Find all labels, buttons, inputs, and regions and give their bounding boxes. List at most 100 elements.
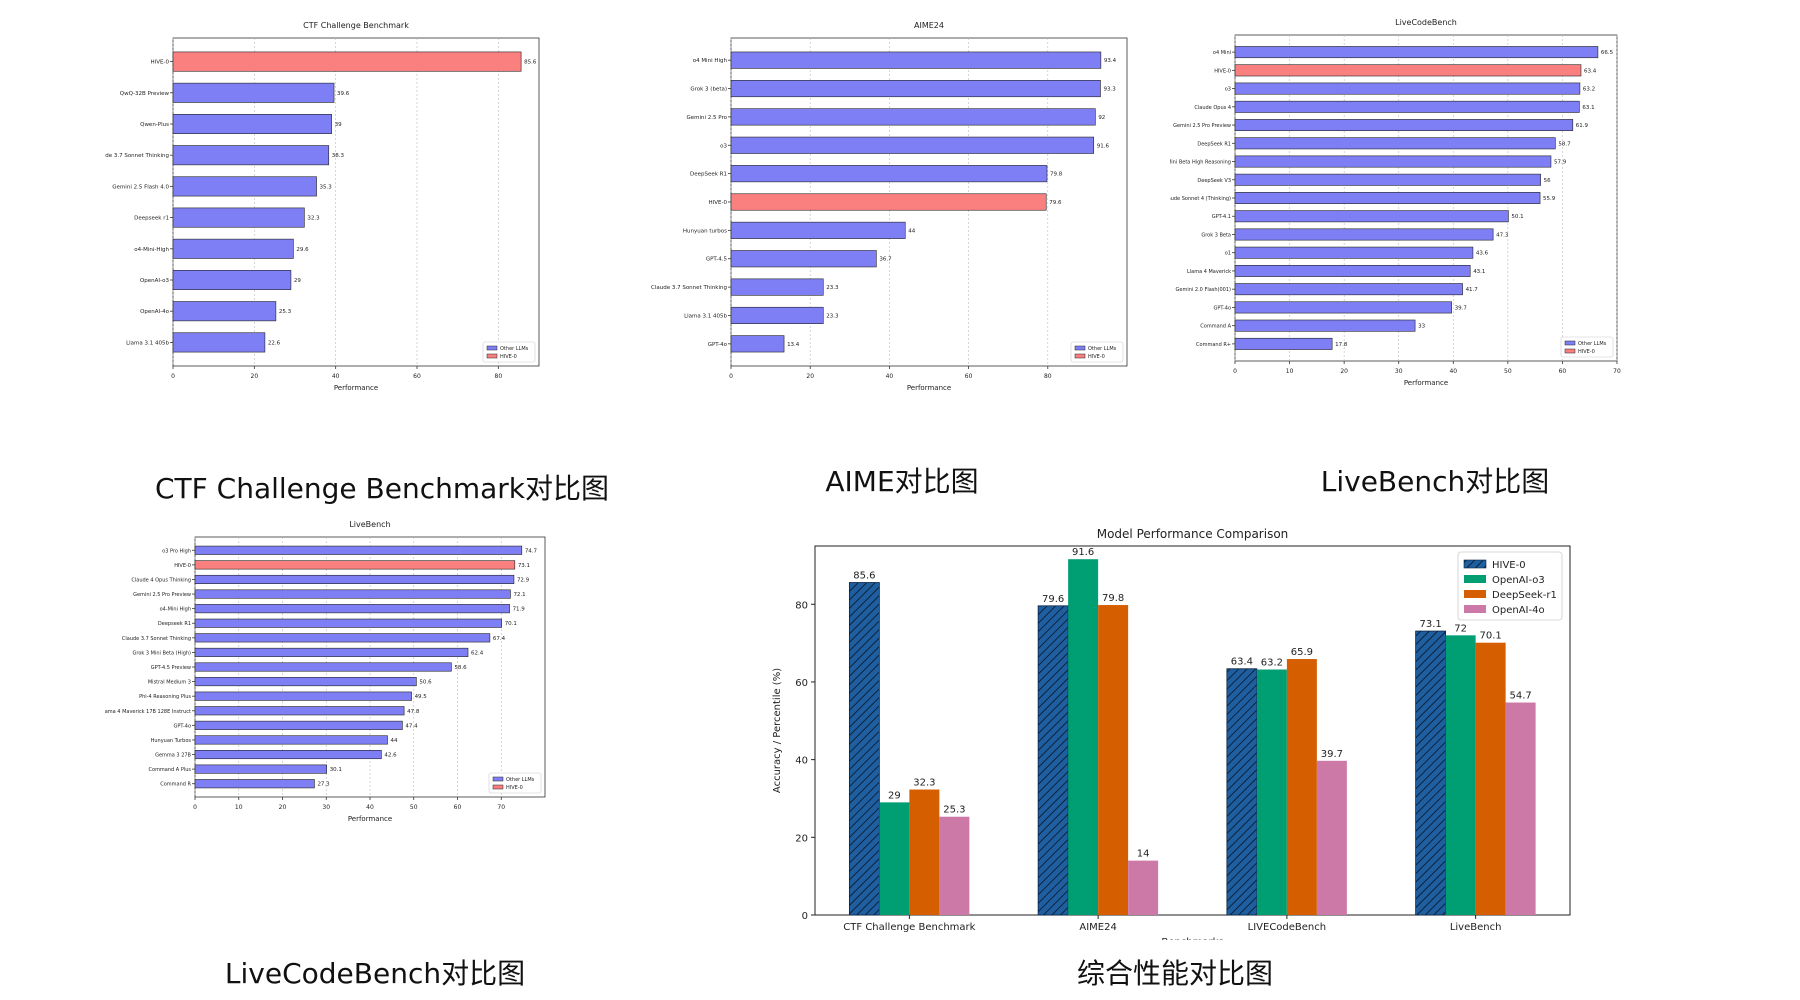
data-label: 66.5 <box>1601 50 1614 56</box>
category-label: Mistral Medium 3 <box>148 680 191 686</box>
x-tick-label: 40 <box>1449 368 1457 375</box>
x-tick-label: 40 <box>332 373 340 380</box>
data-label: 47.8 <box>407 709 420 715</box>
chart-title: CTF Challenge Benchmark <box>303 21 409 30</box>
data-label: 44 <box>908 228 915 234</box>
bar <box>194 735 388 745</box>
data-label: 63.4 <box>1584 68 1597 74</box>
category-label: Claude 3.7 Sonnet Thinking <box>651 285 727 291</box>
bar <box>730 51 1102 69</box>
data-label: 54.7 <box>1509 691 1531 702</box>
legend-swatch <box>492 776 504 782</box>
data-label: 14 <box>1137 849 1150 860</box>
bar <box>194 706 405 716</box>
x-tick-label: 0 <box>171 373 175 380</box>
data-label: 44 <box>391 738 398 744</box>
category-label: DeepSeek V3 <box>1197 178 1231 184</box>
category-label: OpenAI-4o <box>140 309 170 315</box>
bar <box>1234 301 1452 314</box>
legend-swatch <box>1564 348 1576 354</box>
bar <box>172 207 305 228</box>
x-tick-label: 50 <box>1504 368 1512 375</box>
x-tick-label: 60 <box>413 373 421 380</box>
bar-highlight <box>172 51 522 72</box>
bar <box>730 306 824 324</box>
category-label: HIVE-0 <box>151 60 170 66</box>
bar-highlight <box>730 193 1047 211</box>
data-label: 47.4 <box>405 723 418 729</box>
bar <box>1234 137 1556 150</box>
data-label: 67.4 <box>493 636 506 642</box>
data-label: 30.1 <box>330 767 342 773</box>
bar <box>194 691 412 701</box>
category-label: Command A <box>1200 324 1231 330</box>
category-label: Qwen-Plus <box>140 122 169 128</box>
category-label: Gemini 2.0 Flash(001) <box>1176 287 1231 293</box>
bar <box>1234 173 1541 186</box>
data-label: 32.3 <box>913 778 935 789</box>
data-label: 43.1 <box>1473 269 1485 275</box>
category-label: Grok 3 (beta) <box>690 87 727 93</box>
data-label: 33 <box>1418 324 1425 330</box>
chart-title: LiveCodeBench <box>1395 18 1457 27</box>
legend-label: HIVE-0 <box>500 354 517 360</box>
data-label: 93.3 <box>1103 87 1116 93</box>
category-label: Grok 3 Mini Beta (High) <box>133 650 192 656</box>
category-label: Claude 3.7 Sonnet Thinking <box>122 636 191 642</box>
category-label: Gemini 2.5 Flash 4.0 <box>112 184 169 190</box>
data-label: 27.3 <box>317 782 330 788</box>
bar-deepseek-r1 <box>1098 605 1129 915</box>
data-label: 17.8 <box>1335 342 1348 348</box>
caption-aime: AIME对比图 <box>825 465 979 498</box>
legend-swatch <box>1464 590 1486 598</box>
bar-hive-0 <box>848 582 880 916</box>
data-label: 91.6 <box>1097 143 1110 149</box>
category-label: Phi-4 Reasoning Plus <box>139 694 191 700</box>
legend-label: HIVE-0 <box>1492 560 1526 571</box>
bar <box>730 221 906 239</box>
category-label: HIVE-0 <box>709 200 728 206</box>
bar <box>1234 119 1574 132</box>
data-label: 79.6 <box>1049 200 1062 206</box>
bar <box>194 633 491 643</box>
x-axis-label: Performance <box>348 815 392 823</box>
legend-label: OpenAI-o3 <box>1492 575 1545 586</box>
bar-hive-0 <box>1415 630 1447 916</box>
bar <box>172 301 277 322</box>
data-label: 73.1 <box>1419 619 1441 630</box>
data-label: 73.1 <box>518 563 530 569</box>
category-label: Grok 3 Beta <box>1201 232 1231 238</box>
data-label: 57.9 <box>1554 160 1567 166</box>
category-label: Llama 3.1 405b <box>684 313 727 319</box>
x-axis-label: Performance <box>1404 379 1448 387</box>
data-label: 29.6 <box>296 247 309 253</box>
bar <box>194 604 510 614</box>
livecodebench-chart: LiveCodeBench 0 10 20 30 40 50 60 70 Performance o… <box>1170 18 1621 387</box>
data-label: 55.9 <box>1543 196 1556 202</box>
legend-box <box>1457 551 1563 621</box>
bar-deepseek-r1 <box>909 789 940 915</box>
category-label: Deepseek r1 <box>134 216 169 222</box>
bar <box>194 647 469 657</box>
x-tick-label: 60 <box>454 804 462 811</box>
data-label: 71.9 <box>513 607 526 613</box>
bar-openai-4o <box>1128 860 1159 915</box>
category-label: Gemma 3 27B <box>155 753 191 759</box>
data-label: 39.6 <box>337 91 350 97</box>
data-label: 63.4 <box>1231 657 1253 668</box>
bar <box>730 278 824 296</box>
bar-openai-4o <box>939 816 970 915</box>
data-label: 35.3 <box>320 184 333 190</box>
bar <box>172 270 292 290</box>
data-label: 39.7 <box>1455 305 1468 311</box>
category-label: o4-Mini-High <box>134 247 169 253</box>
legend-swatch <box>1464 605 1486 613</box>
x-tick-label: 20 <box>251 373 259 380</box>
category-label: Gemini 2.5 Pro Preview <box>1173 123 1231 129</box>
data-label: 65.9 <box>1291 647 1313 658</box>
x-tick-label: 70 <box>1613 368 1621 375</box>
bar <box>172 332 266 353</box>
category-label: o4 Mini High <box>693 58 728 64</box>
x-tick-label: 0 <box>729 373 733 380</box>
data-label: 61.9 <box>1576 123 1589 129</box>
